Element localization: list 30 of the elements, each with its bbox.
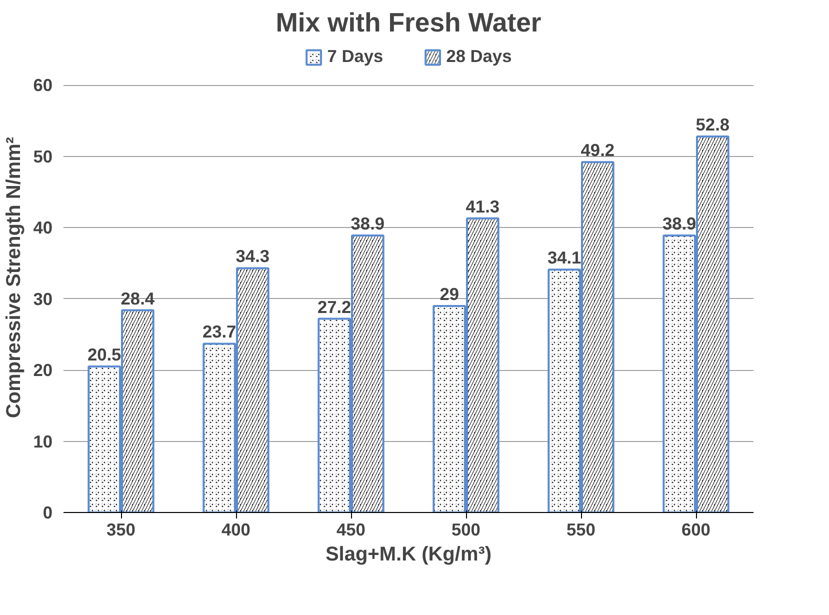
x-axis-title: Slag+M.K (Kg/m³) [325, 544, 492, 566]
x-tick-label: 600 [682, 520, 710, 540]
data-label: 20.5 [87, 344, 122, 365]
x-tick-label: 450 [336, 520, 366, 540]
data-label: 52.8 [696, 114, 730, 134]
y-tick-label: 50 [33, 146, 53, 166]
y-tick-label: 60 [33, 75, 53, 96]
y-tick-label: 0 [42, 502, 53, 522]
data-label: 41.3 [466, 196, 500, 216]
x-tick-label: 350 [106, 520, 136, 540]
data-label: 38.9 [350, 213, 385, 234]
data-label: 34.1 [547, 248, 582, 268]
y-tick-label: 30 [33, 288, 53, 309]
x-tick-label: 400 [222, 520, 250, 540]
data-label: 34.3 [236, 246, 270, 266]
data-label: 28.4 [120, 288, 155, 308]
data-label: 23.7 [202, 322, 236, 342]
chart-title: Mix with Fresh Water [276, 8, 542, 38]
data-label: 38.9 [662, 213, 696, 234]
y-tick-label: 40 [33, 218, 53, 238]
y-axis-title: Compressive Strength N/mm² [3, 136, 26, 418]
x-tick-label: 550 [566, 520, 596, 540]
data-label: 49.2 [580, 140, 615, 160]
legend-label: 7 Days [327, 46, 384, 67]
y-tick-label: 10 [33, 431, 53, 452]
y-tick-label: 20 [33, 360, 53, 380]
data-label: 29 [440, 284, 459, 304]
legend-label: 28 Days [446, 46, 512, 67]
x-tick-label: 500 [452, 520, 480, 540]
data-label: 27.2 [317, 296, 352, 317]
